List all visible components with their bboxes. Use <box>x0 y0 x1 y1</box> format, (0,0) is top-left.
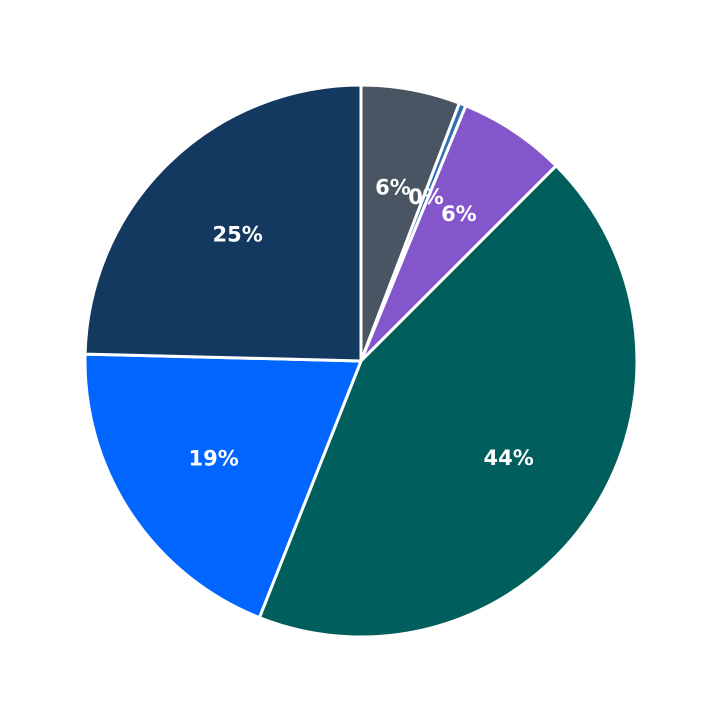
pie-labels: 6%0%6% 44% 19% 25% <box>189 175 534 470</box>
pie-slice-5 <box>83 83 363 363</box>
pie-slice-3 <box>257 164 639 639</box>
pie-slice-label-2: 6% <box>441 202 477 226</box>
pie-slice-label-5: 25% <box>213 223 263 247</box>
pie-slice-label-4: 19% <box>189 446 239 470</box>
pie-slice-label-0: 6% <box>375 175 411 199</box>
pie-slices <box>83 83 639 639</box>
pie-slice-label-3: 44% <box>484 446 534 470</box>
pie-slice-label-1: 0% <box>408 185 444 209</box>
pie-slice-4 <box>83 352 363 620</box>
